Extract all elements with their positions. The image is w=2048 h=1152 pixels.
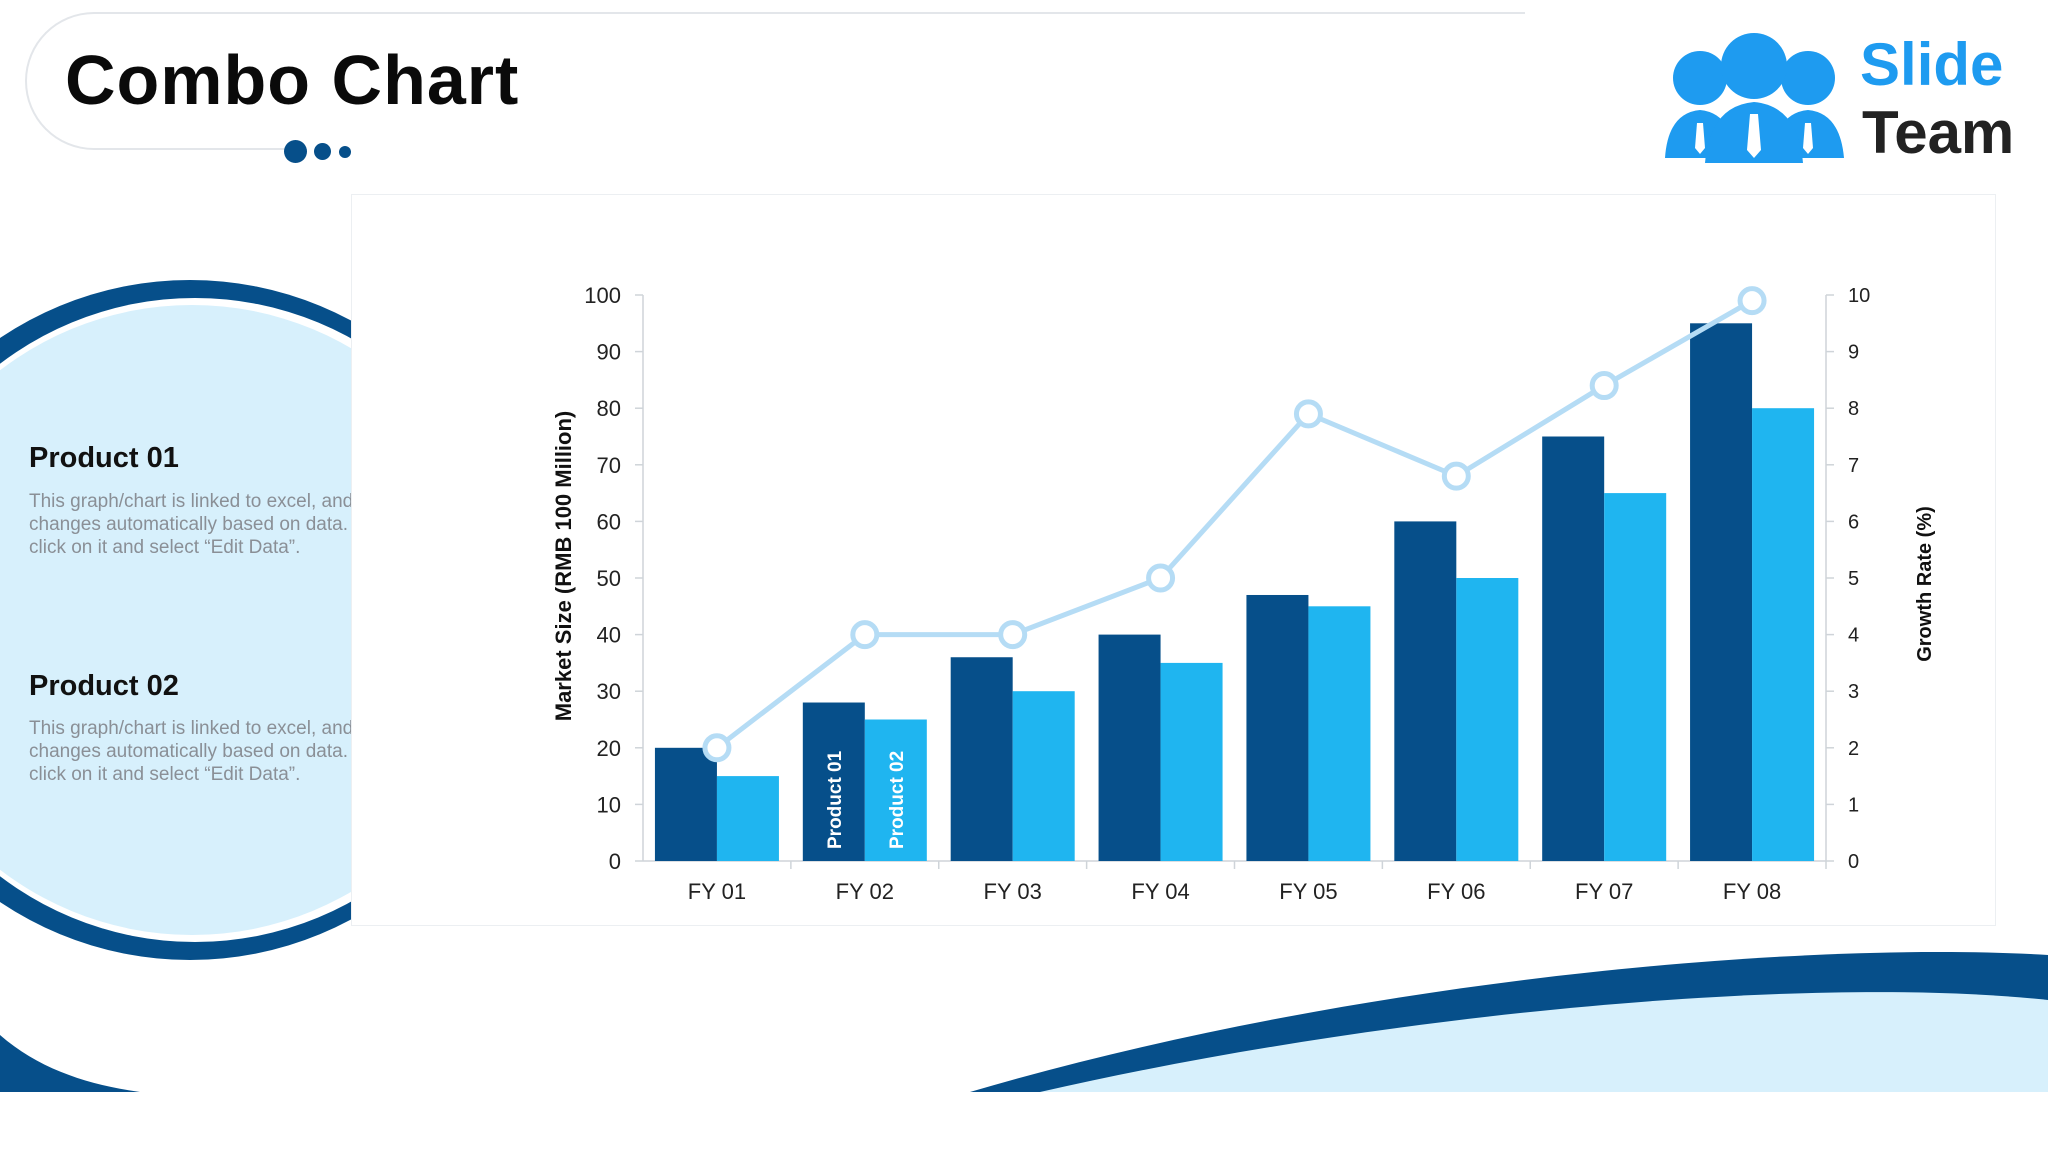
bar-product-01 <box>802 702 865 861</box>
y2-tick-label: 9 <box>1848 342 1859 364</box>
logo-text-slide: Slide <box>1860 31 2004 98</box>
y2-tick-label: 1 <box>1848 794 1859 816</box>
y-tick-label: 40 <box>597 623 621 648</box>
bar-product-01 <box>654 747 717 861</box>
bar-product-02 <box>1308 606 1371 861</box>
bar-product-02 <box>1604 493 1667 861</box>
bar-data-label: Product 02 <box>887 751 908 849</box>
x-tick-label: FY 01 <box>688 879 746 904</box>
bar-product-01 <box>1542 436 1605 861</box>
y-tick-label: 60 <box>597 509 621 534</box>
growth-rate-point <box>1589 371 1619 401</box>
product-01-description: This graph/chart is linked to excel, and… <box>29 491 419 558</box>
bar-product-02 <box>1012 691 1075 861</box>
x-tick-label: FY 06 <box>1427 879 1485 904</box>
title-dot-medium <box>314 143 331 160</box>
y-tick-label: 100 <box>584 283 621 308</box>
bar-product-01 <box>950 657 1013 861</box>
bar-data-label: Product 01 <box>825 750 846 849</box>
bar-product-01 <box>1690 323 1753 861</box>
growth-rate-line <box>715 298 1754 750</box>
y2-tick-label: 4 <box>1848 625 1859 647</box>
y-tick-label: 90 <box>597 340 621 365</box>
bar-product-02 <box>864 719 927 861</box>
product-02-description: This graph/chart is linked to excel, and… <box>29 718 419 785</box>
y-tick-label: 50 <box>597 566 621 591</box>
y2-tick-label: 7 <box>1848 455 1859 477</box>
bar-product-01 <box>1246 594 1309 861</box>
growth-rate-point <box>1441 461 1471 491</box>
x-tick-label: FY 08 <box>1723 879 1781 904</box>
combo-chart: Market Size (RMB 100 Million) Growth Rat… <box>551 283 1936 904</box>
y2-tick-label: 10 <box>1848 285 1870 307</box>
product-01-title: Product 01 <box>29 442 179 474</box>
bar-product-02 <box>716 776 779 861</box>
growth-rate-point <box>702 733 732 763</box>
product-02-title: Product 02 <box>29 670 179 702</box>
bar-product-01 <box>1394 521 1457 861</box>
bar-product-02 <box>1752 408 1815 861</box>
bar-product-02 <box>1160 662 1223 861</box>
y2-tick-label: 6 <box>1848 511 1859 533</box>
y-tick-label: 0 <box>609 849 621 874</box>
y2-tick-label: 0 <box>1848 851 1859 873</box>
x-tick-label: FY 05 <box>1279 879 1337 904</box>
logo-people-icon <box>1665 33 1844 163</box>
logo: Slide Team <box>1660 28 2030 168</box>
x-tick-label: FY 07 <box>1575 879 1633 904</box>
growth-rate-point <box>1146 563 1176 593</box>
growth-rate-point <box>1293 399 1323 429</box>
y-axis-title: Market Size (RMB 100 Million) <box>551 411 576 722</box>
y-tick-label: 20 <box>597 736 621 761</box>
y-tick-label: 70 <box>597 453 621 478</box>
bottom-wave-light <box>1040 992 2048 1092</box>
y-tick-label: 30 <box>597 679 621 704</box>
bar-product-01 <box>1098 634 1161 861</box>
title-dot-small <box>339 146 351 158</box>
title-dot-large <box>284 140 307 163</box>
bottom-left-wave <box>0 1035 140 1092</box>
y-tick-label: 80 <box>597 396 621 421</box>
y2-tick-label: 5 <box>1848 568 1859 590</box>
growth-rate-point <box>1737 286 1767 316</box>
logo-text-team: Team <box>1862 99 2015 166</box>
page-title: Combo Chart <box>65 41 520 119</box>
x-tick-label: FY 04 <box>1131 879 1189 904</box>
y2-tick-label: 3 <box>1848 681 1859 703</box>
growth-rate-point <box>850 620 880 650</box>
y-tick-label: 10 <box>597 792 621 817</box>
y2-axis-title: Growth Rate (%) <box>1914 506 1936 662</box>
x-tick-label: FY 03 <box>984 879 1042 904</box>
y2-tick-label: 2 <box>1848 738 1859 760</box>
y2-tick-label: 8 <box>1848 398 1859 420</box>
growth-rate-point <box>998 620 1028 650</box>
bar-product-02 <box>1456 578 1519 861</box>
x-tick-label: FY 02 <box>836 879 894 904</box>
title-pill-mask <box>300 120 1600 160</box>
